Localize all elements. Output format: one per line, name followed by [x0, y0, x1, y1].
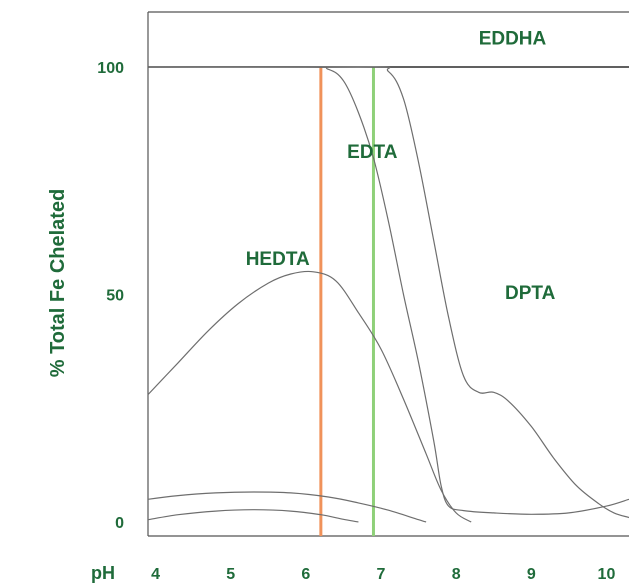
- series-line-hedta: [147, 270, 472, 523]
- x-tick-label-7: 7: [377, 566, 386, 583]
- curves-group: [147, 66, 629, 523]
- series-line-unlabeled-4: [147, 491, 427, 523]
- series-line-dpta: [147, 66, 629, 519]
- x-tick-label-4: 4: [151, 566, 160, 583]
- series-label-dpta: DPTA: [505, 283, 556, 304]
- y-tick-label-0: 0: [115, 515, 124, 532]
- y-tick-label-100: 100: [97, 60, 124, 77]
- series-label-edta: EDTA: [347, 142, 398, 163]
- series-labels-group: EDDHA EDTA DPTA HEDTA: [246, 28, 556, 304]
- series-line-unlabeled-5: [147, 509, 359, 523]
- series-label-hedta: HEDTA: [246, 249, 310, 270]
- x-tick-label-9: 9: [527, 566, 536, 583]
- x-tick-label-5: 5: [226, 566, 235, 583]
- y-tick-label-50: 50: [106, 288, 124, 305]
- reference-lines-group: [319, 67, 375, 536]
- plot-frame-group: [147, 11, 629, 537]
- x-tick-label-6: 6: [301, 566, 310, 583]
- y-axis-title: % Total Fe Chelated: [47, 189, 69, 378]
- x-tick-label-10: 10: [598, 566, 616, 583]
- x-axis-title: pH: [91, 563, 115, 583]
- series-label-eddha: EDDHA: [479, 28, 547, 49]
- series-line-edta: [147, 66, 629, 515]
- x-tick-label-8: 8: [452, 566, 461, 583]
